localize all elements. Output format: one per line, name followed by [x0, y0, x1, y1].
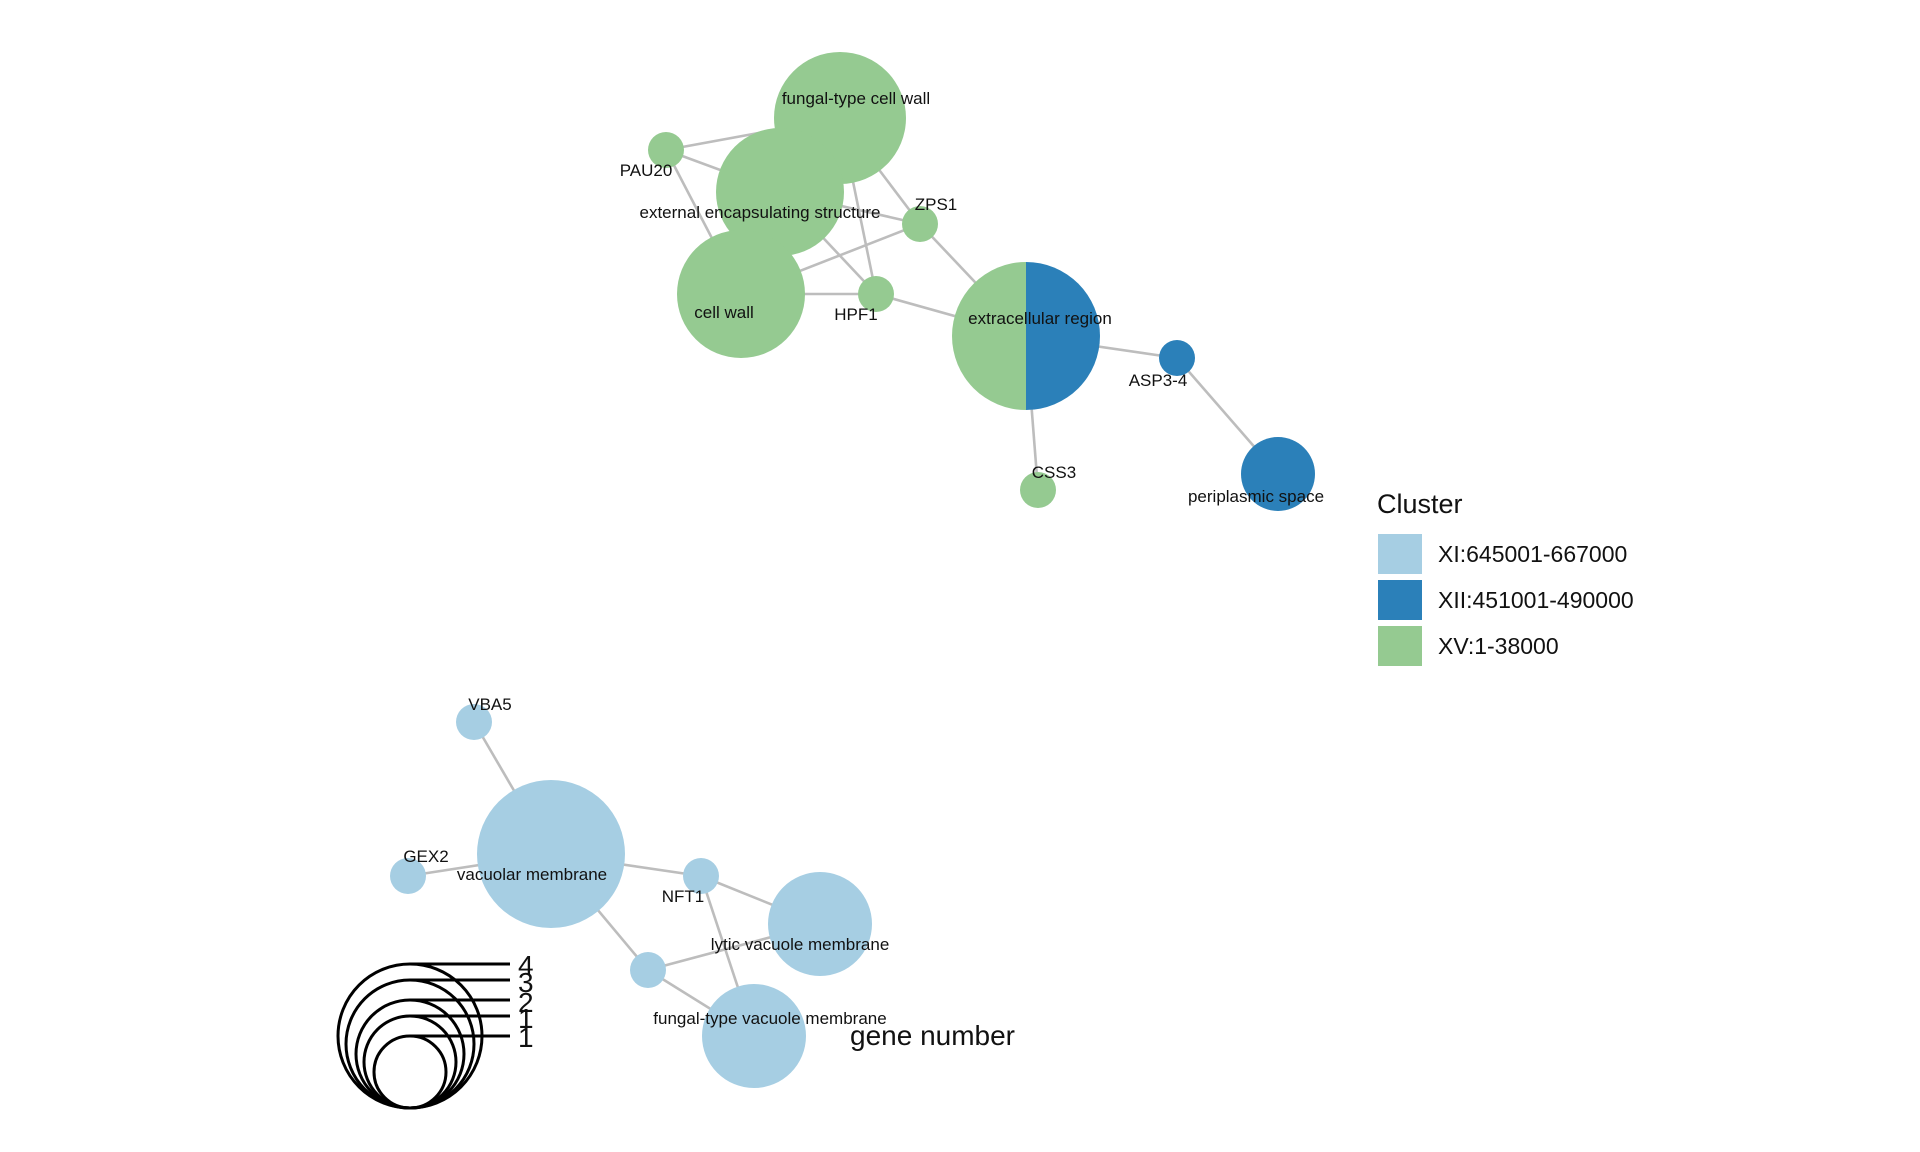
- node-label-periplasmic: periplasmic space: [1188, 487, 1324, 506]
- network-node-labels: fungal-type cell wall PAU20 external encap…: [403, 89, 1324, 1028]
- node-label-fungal_vac: fungal-type vacuole membrane: [653, 1009, 886, 1028]
- node-hpf1: [858, 276, 894, 312]
- legend-label-xv: XV:1-38000: [1438, 633, 1559, 659]
- legend-swatch-xv: [1378, 626, 1422, 666]
- node-label-cell_wall: cell wall: [694, 303, 754, 322]
- node-vba5: [456, 704, 492, 740]
- node-label-lytic_vac: lytic vacuole membrane: [711, 935, 890, 954]
- node-label-extracellular: extracellular region: [968, 309, 1112, 328]
- node-label-hpf1: HPF1: [834, 305, 877, 324]
- node-label-zps1: ZPS1: [915, 195, 958, 214]
- node-ext_encaps: [716, 128, 844, 256]
- size-legend: [336, 962, 510, 1110]
- size-legend-tick-4: 4: [518, 950, 534, 981]
- node-label-nft1: NFT1: [662, 887, 705, 906]
- node-extracellular-slice-xii: [1026, 262, 1100, 410]
- node-pau20: [648, 132, 684, 168]
- node-cell_wall: [677, 230, 805, 358]
- size-legend-tick-1a: 1: [518, 1003, 534, 1034]
- node-vacuolar_membrane: [477, 780, 625, 928]
- node-zps1: [902, 206, 938, 242]
- legend-title: Cluster: [1377, 489, 1463, 519]
- node-css3: [1020, 472, 1056, 508]
- node-gex2: [390, 858, 426, 894]
- node-label-vacuolar_membrane: vacuolar membrane: [457, 865, 607, 884]
- size-legend-ticks: 4 3 2 1 1: [518, 950, 534, 1053]
- size-legend-tick-3: 3: [518, 967, 534, 998]
- node-label-fungal_cell_wall: fungal-type cell wall: [782, 89, 930, 108]
- node-label-asp3_4: ASP3-4: [1129, 371, 1188, 390]
- legend-swatch-xii: [1378, 580, 1422, 620]
- node-label-vba5: VBA5: [468, 695, 511, 714]
- node-unlabeled_gene: [630, 952, 666, 988]
- node-label-css3: CSS3: [1032, 463, 1076, 482]
- size-legend-title: gene number: [850, 1020, 1015, 1051]
- size-legend-tick-1b: 1: [518, 1022, 534, 1053]
- node-label-gex2: GEX2: [403, 847, 448, 866]
- node-nft1: [683, 858, 719, 894]
- network-nodes: [390, 52, 1315, 1088]
- node-extracellular: [952, 262, 1100, 410]
- node-extracellular-slice-xv: [952, 262, 1026, 410]
- legend-swatch-xi: [1378, 534, 1422, 574]
- node-lytic_vac: [768, 872, 872, 976]
- node-label-pau20: PAU20: [620, 161, 673, 180]
- legend-label-xi: XI:645001-667000: [1438, 541, 1627, 567]
- legend-label-xii: XII:451001-490000: [1438, 587, 1634, 613]
- node-asp3_4: [1159, 340, 1195, 376]
- node-label-ext_encaps: external encapsulating structure: [640, 203, 881, 222]
- node-fungal_vac: [702, 984, 806, 1088]
- size-legend-tick-2: 2: [518, 987, 534, 1018]
- node-periplasmic: [1241, 437, 1315, 511]
- cluster-legend: Cluster XI:645001-667000 XII:451001-4900…: [1377, 489, 1634, 666]
